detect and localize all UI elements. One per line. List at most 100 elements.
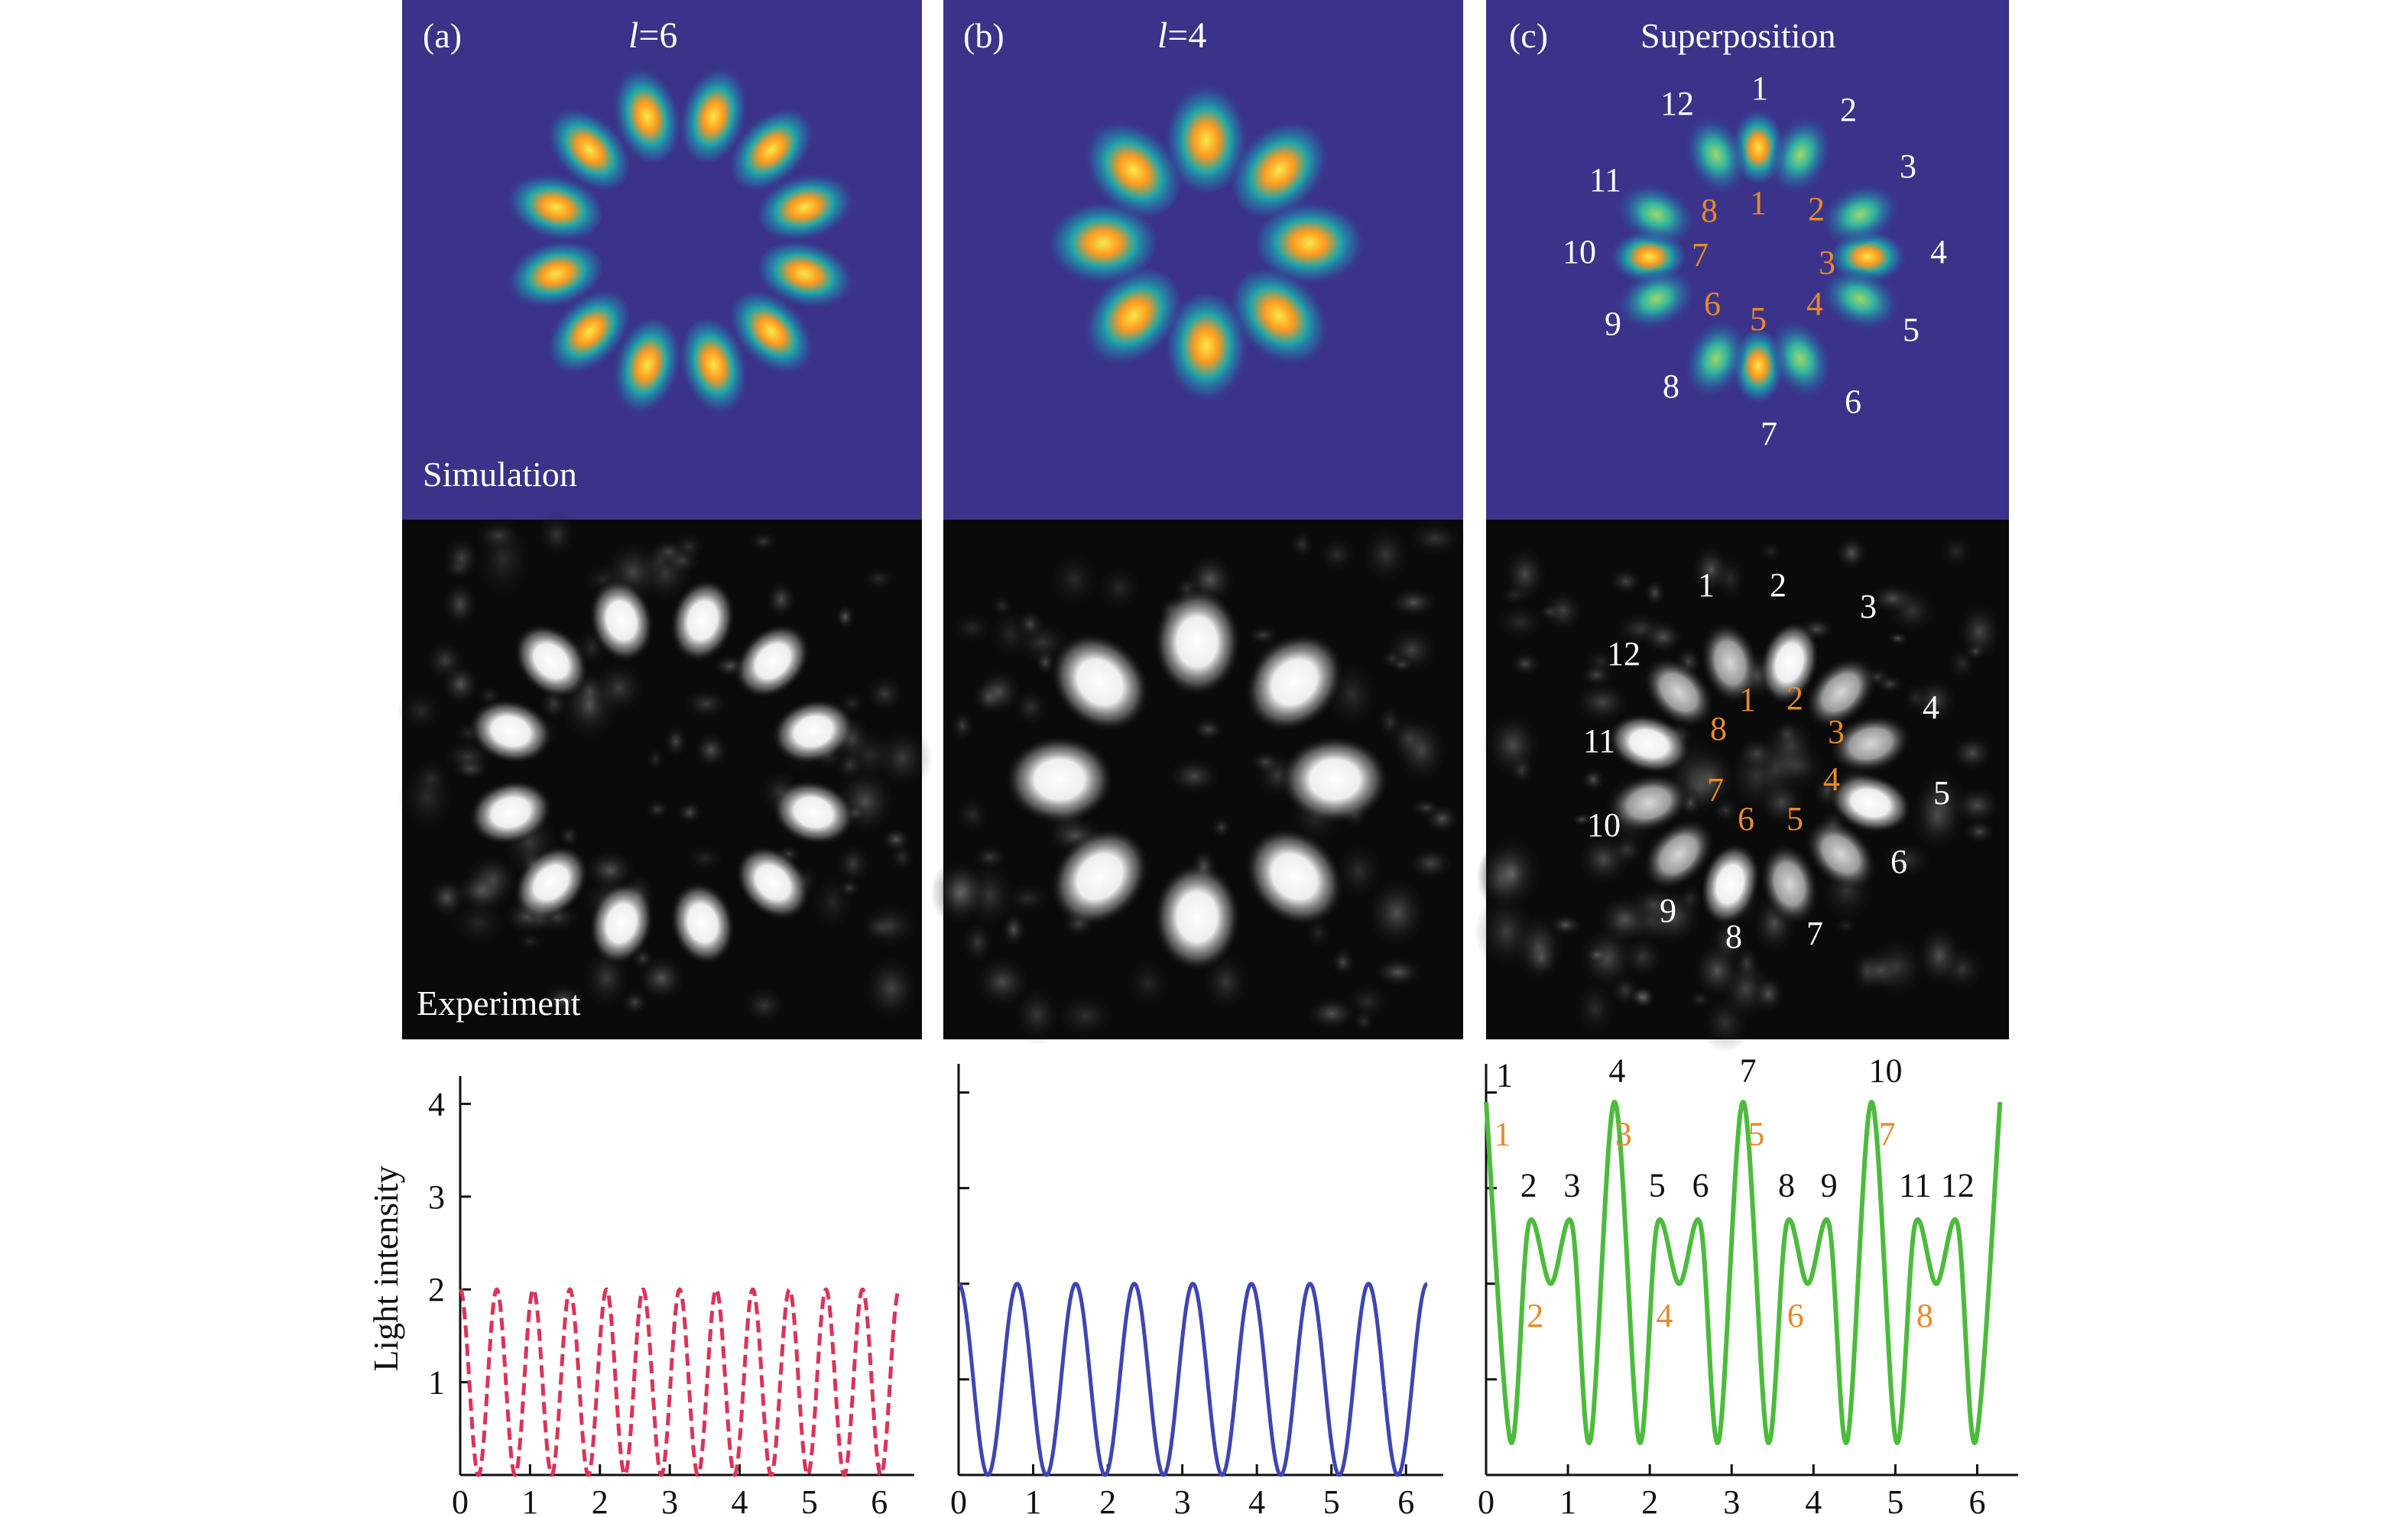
speckle [1676, 882, 1704, 916]
speckle [1710, 796, 1741, 825]
sim-spot [758, 170, 861, 241]
speckle [1386, 586, 1441, 619]
exp-outer-label: 8 [1725, 918, 1742, 955]
panel-b-tag: (b) [963, 16, 1004, 55]
speckle [1209, 815, 1233, 840]
exp-outer-label: 10 [1587, 806, 1621, 844]
speckle [1607, 566, 1645, 596]
peak-label: 10 [1869, 1052, 1903, 1089]
speckle [676, 799, 703, 825]
speckle [1315, 534, 1359, 575]
exp-outer-label: 1 [1698, 566, 1715, 604]
sim-spot [610, 319, 681, 421]
x-tick-label: 4 [1248, 1483, 1265, 1517]
sim-spot [500, 170, 602, 241]
exp-spot [1642, 818, 1715, 891]
speckle [1949, 784, 2004, 827]
exp-spot [588, 578, 655, 663]
exp-spot [1280, 735, 1390, 824]
y-tick-label: 1 [428, 1364, 445, 1402]
exp-inner-label: 6 [1738, 800, 1754, 838]
exp-spot [1699, 621, 1761, 705]
speckle [864, 673, 906, 715]
speckle [515, 932, 545, 951]
sim-spots-a [500, 60, 861, 421]
sim-spot-dim [1769, 321, 1835, 404]
sim-spot [1040, 200, 1156, 286]
speckle [1524, 936, 1559, 980]
exp-inner-label: 2 [1787, 679, 1803, 717]
speckle [1376, 703, 1404, 741]
speckle [1914, 922, 1965, 990]
speckle [1832, 916, 1859, 935]
exp-outer-label: 3 [1860, 588, 1877, 625]
speckle [1288, 529, 1316, 559]
peak-label-orange: 8 [1916, 1297, 1933, 1334]
speckle [440, 578, 480, 630]
speckle [739, 984, 789, 1027]
exp-inner-label: 7 [1707, 771, 1724, 809]
exp-outer-label: 2 [1770, 566, 1787, 604]
sim-inner-label: 5 [1750, 300, 1767, 338]
speckle [423, 637, 468, 683]
sim-inner-label: 7 [1692, 236, 1709, 274]
speckle [1389, 656, 1414, 674]
speckle [839, 725, 901, 784]
sim-spot-dim [1822, 267, 1906, 334]
speckle [1363, 874, 1430, 951]
speckle [1571, 679, 1634, 726]
x-tick-label: 4 [1805, 1483, 1822, 1517]
x-tick-label: 2 [1641, 1483, 1658, 1517]
exp-outer-label: 4 [1923, 689, 1939, 726]
sim-spot-dim [1611, 267, 1694, 334]
speckle [858, 900, 923, 951]
x-tick-label: 6 [1968, 1483, 1985, 1517]
speckle [949, 708, 976, 744]
exp-spot [669, 578, 736, 663]
x-tick-label: 1 [1559, 1483, 1576, 1517]
speckle [1409, 797, 1443, 818]
speckle [535, 510, 578, 560]
sim-outer-label: 6 [1845, 383, 1861, 420]
panel-b-title: l=4 [1157, 15, 1206, 56]
speckle [1570, 812, 1594, 827]
exp-spot [1607, 773, 1692, 834]
peak-label: 2 [1520, 1166, 1537, 1204]
speckle [557, 822, 582, 850]
sim-inner-label: 6 [1704, 285, 1721, 323]
exp-spots-a [468, 578, 856, 966]
x-tick-label: 3 [1723, 1483, 1740, 1517]
sim-spot [1232, 115, 1335, 218]
exp-spot [1759, 841, 1820, 926]
sim-outer-label: 2 [1840, 91, 1857, 128]
exp-inner-label: 1 [1739, 681, 1756, 718]
speckle [1508, 650, 1542, 677]
sim-outer-label: 11 [1589, 161, 1621, 199]
speckle [1015, 608, 1046, 640]
speckle [411, 756, 453, 800]
peak-label: 4 [1608, 1052, 1625, 1089]
x-tick-label: 2 [592, 1483, 608, 1517]
exp-inner-label: 8 [1710, 710, 1727, 747]
exp-spot [1004, 735, 1115, 824]
x-tick-label: 6 [1397, 1483, 1414, 1517]
speckle [764, 579, 798, 621]
speckle [396, 688, 446, 734]
exp-spot [1804, 656, 1877, 729]
peak-label-orange: 5 [1748, 1115, 1764, 1152]
peak-label: 8 [1778, 1166, 1795, 1204]
sim-spot [541, 102, 630, 190]
speckle [1190, 715, 1226, 743]
peak-label: 7 [1740, 1052, 1757, 1089]
speckle [1949, 732, 1996, 773]
sim-outer-label: 1 [1751, 70, 1768, 107]
sim-spots-c [1605, 104, 1911, 410]
speckle [1853, 948, 1908, 994]
plot-a: 0 1 2 3 4 5 6 1 2 3 4 [428, 1076, 914, 1517]
sim-spot-dim [1769, 109, 1835, 193]
exp-spot [468, 779, 553, 846]
sim-outer-label: 12 [1660, 85, 1694, 122]
exp-spot [771, 779, 856, 846]
peak-label-orange: 7 [1879, 1115, 1896, 1152]
